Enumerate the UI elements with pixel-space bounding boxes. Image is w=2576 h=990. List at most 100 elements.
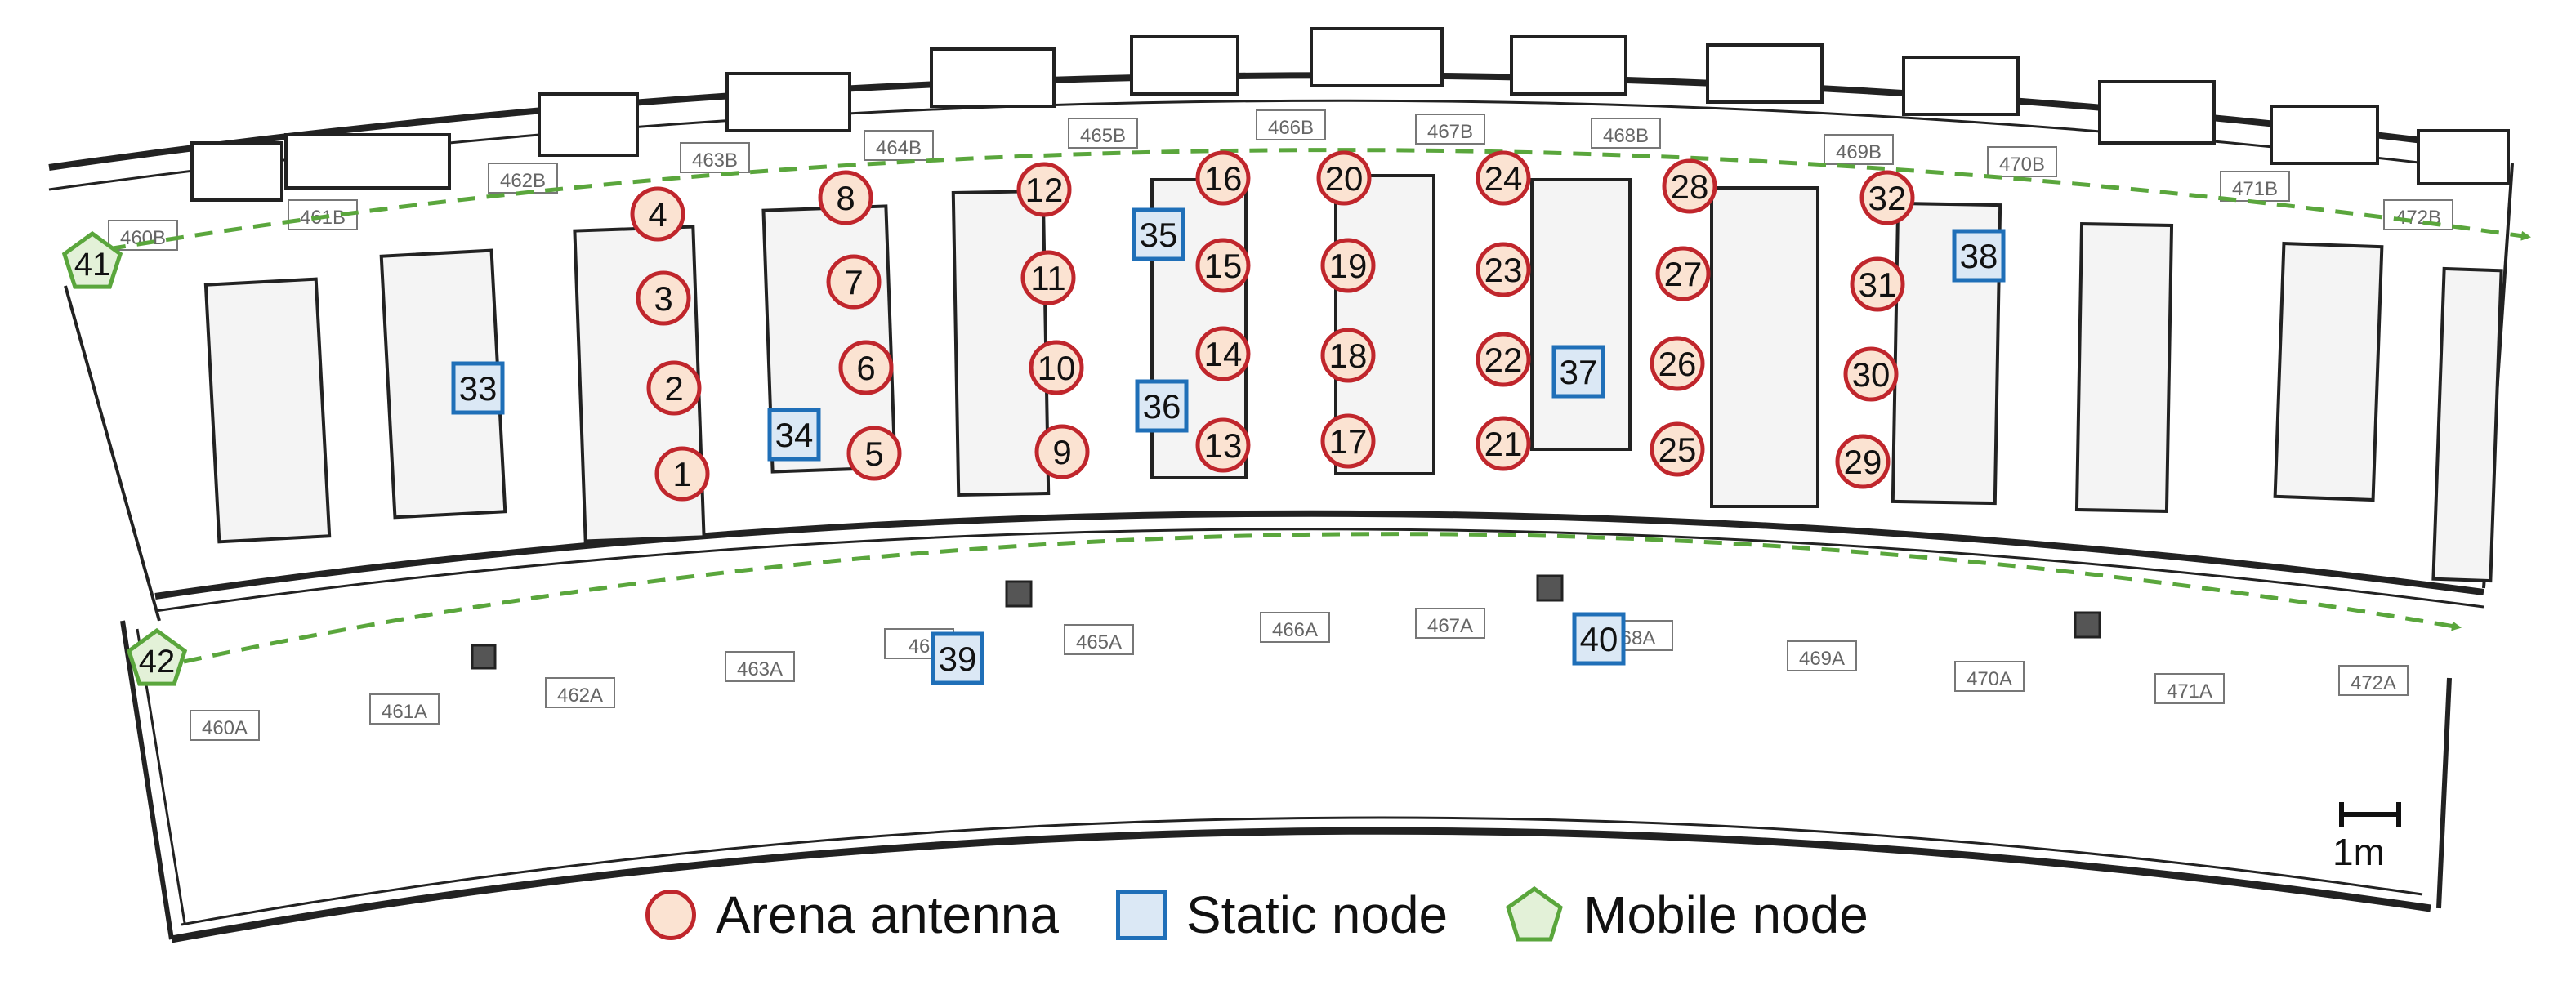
wall-fixtures [190, 27, 2510, 202]
antenna-8: 8 [818, 170, 873, 225]
svg-text:468B: 468B [1603, 125, 1649, 147]
static-node-39: 39 [931, 631, 984, 685]
svg-text:462B: 462B [500, 170, 546, 192]
antenna-15: 15 [1195, 238, 1251, 293]
antenna-9: 9 [1034, 424, 1090, 479]
room-label-upper-5: 465B [1068, 118, 1138, 149]
svg-text:466B: 466B [1268, 117, 1314, 139]
svg-text:37: 37 [1560, 353, 1598, 391]
svg-text:22: 22 [1484, 341, 1523, 379]
svg-text:465A: 465A [1076, 631, 1122, 653]
static-node-36: 36 [1135, 379, 1189, 433]
mobile-node-41: 41 [61, 230, 123, 289]
svg-text:3: 3 [654, 279, 672, 318]
svg-text:26: 26 [1659, 345, 1697, 383]
svg-text:466A: 466A [1272, 619, 1318, 641]
scale-bar: 1m [2333, 800, 2414, 874]
antenna-11: 11 [1020, 250, 1076, 305]
svg-text:471A: 471A [2167, 680, 2212, 702]
static-node-34: 34 [767, 408, 821, 462]
svg-text:2: 2 [664, 369, 683, 408]
scale-tick-right [2396, 802, 2401, 827]
bottom-wall [171, 827, 2431, 943]
svg-text:46: 46 [909, 635, 931, 658]
svg-text:27: 27 [1664, 255, 1703, 293]
svg-text:472A: 472A [2351, 672, 2396, 694]
svg-text:9: 9 [1052, 433, 1071, 471]
room-label-upper-11: 471B [2220, 171, 2290, 202]
static-node-symbol-icon [1115, 890, 1167, 940]
antenna-20: 20 [1316, 150, 1372, 206]
room-label-lower-8: 68A [1603, 620, 1673, 651]
left-upper-wall [64, 285, 161, 622]
aisle-wall-inner [154, 528, 2484, 613]
antenna-7: 7 [826, 254, 882, 310]
static-node-35: 35 [1132, 207, 1185, 261]
svg-text:469B: 469B [1836, 141, 1882, 163]
svg-text:29: 29 [1844, 443, 1882, 481]
static-node-37: 37 [1551, 345, 1605, 399]
svg-text:16: 16 [1204, 159, 1243, 198]
svg-text:465B: 465B [1080, 125, 1126, 147]
antenna-29: 29 [1835, 434, 1891, 489]
node-markers: 1234567891011121314151617181920212223242… [61, 150, 2006, 686]
svg-text:18: 18 [1329, 337, 1368, 375]
static-node-40: 40 [1572, 612, 1626, 666]
room-label-lower-10: 470A [1954, 661, 2025, 692]
antenna-21: 21 [1476, 416, 1531, 471]
antenna-1: 1 [654, 446, 710, 502]
antenna-28: 28 [1662, 158, 1717, 214]
svg-text:21: 21 [1484, 425, 1523, 463]
svg-text:4: 4 [648, 195, 667, 234]
mobile-node-symbol-icon [1506, 885, 1564, 942]
left-wall [120, 620, 174, 940]
scale-label: 1m [2333, 831, 2385, 873]
svg-text:467A: 467A [1427, 615, 1473, 637]
antenna-32: 32 [1859, 170, 1915, 225]
svg-text:461A: 461A [382, 701, 427, 723]
antenna-26: 26 [1650, 336, 1705, 391]
room-label-upper-4: 464B [864, 130, 934, 161]
antenna-symbol-icon [645, 890, 696, 940]
svg-text:467B: 467B [1427, 121, 1473, 143]
antenna-4: 4 [630, 186, 685, 242]
room-label-lower-5: 465A [1064, 624, 1134, 655]
svg-text:462A: 462A [557, 685, 603, 707]
room-label-upper-10: 470B [1987, 146, 2057, 177]
antenna-23: 23 [1476, 242, 1531, 297]
legend-mobile-label: Mobile node [1583, 885, 1868, 944]
svg-text:35: 35 [1140, 216, 1178, 254]
svg-text:31: 31 [1859, 265, 1897, 304]
static-node-33: 33 [451, 361, 505, 415]
antenna-24: 24 [1476, 150, 1531, 206]
svg-text:14: 14 [1204, 335, 1243, 373]
svg-text:17: 17 [1329, 422, 1368, 461]
svg-text:5: 5 [864, 435, 883, 473]
svg-text:8: 8 [836, 179, 855, 217]
antenna-17: 17 [1320, 413, 1376, 469]
legend-static: Static node [1115, 885, 1448, 945]
svg-text:41: 41 [74, 247, 111, 283]
pillars [471, 574, 2101, 670]
antenna-14: 14 [1195, 326, 1251, 381]
svg-text:464B: 464B [876, 137, 922, 159]
svg-text:1: 1 [672, 455, 691, 493]
svg-text:11: 11 [1030, 259, 1066, 297]
room-label-lower-11: 471A [2154, 673, 2225, 704]
svg-text:10: 10 [1038, 349, 1076, 387]
svg-text:460A: 460A [202, 717, 248, 739]
antenna-5: 5 [846, 426, 902, 481]
legend: Arena antenna Static node Mobile node [645, 878, 1926, 952]
svg-text:471B: 471B [2232, 178, 2278, 200]
svg-text:15: 15 [1204, 247, 1243, 285]
svg-text:6: 6 [856, 349, 875, 387]
room-label-lower-0: 460A [190, 710, 260, 741]
room-label-upper-6: 466B [1256, 109, 1326, 140]
lower-mobile-path [183, 532, 2462, 664]
svg-text:34: 34 [775, 416, 814, 454]
svg-text:463B: 463B [692, 149, 738, 172]
svg-text:460B: 460B [120, 227, 166, 249]
antenna-19: 19 [1320, 238, 1376, 293]
